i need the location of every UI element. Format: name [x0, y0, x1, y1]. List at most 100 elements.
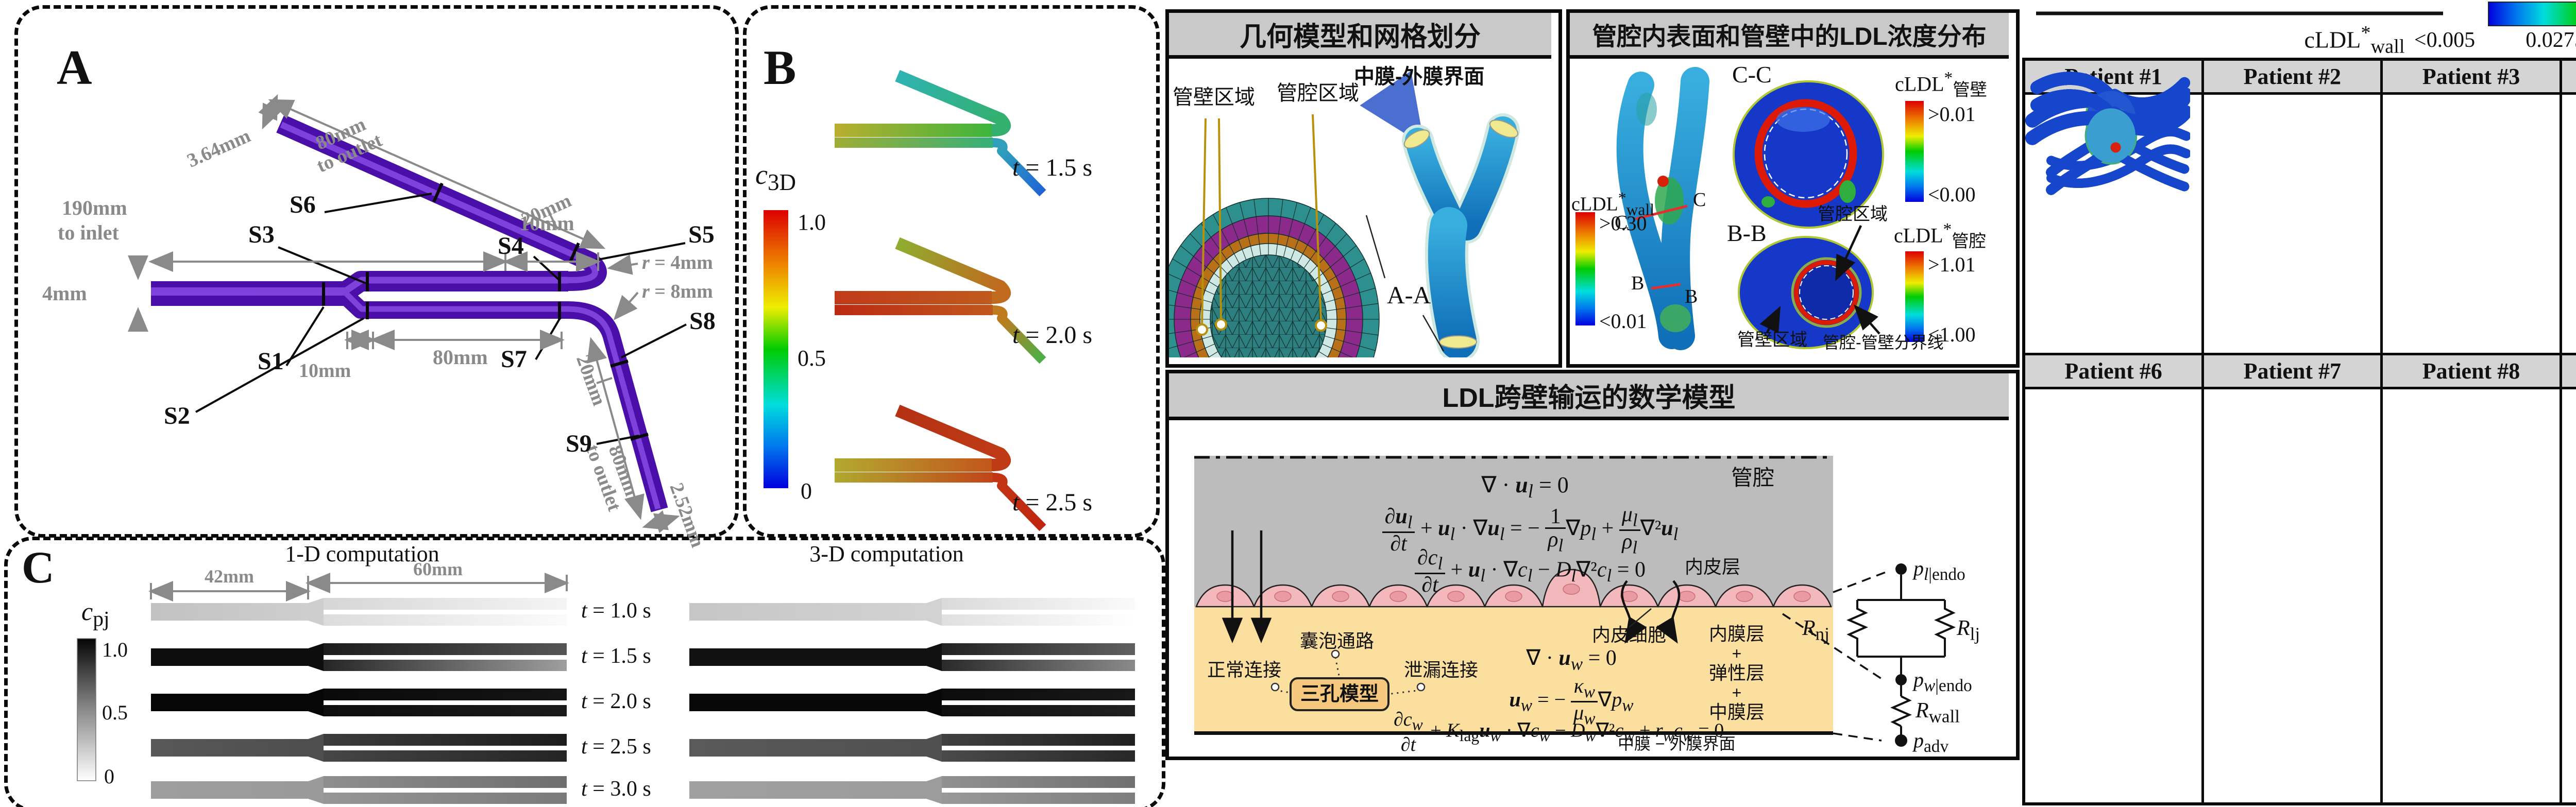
model-panel-graphics — [1194, 456, 1956, 747]
label-endo-cell: 内皮细胞 — [1592, 624, 1667, 645]
panel-c-label: C — [22, 543, 55, 593]
patients-cbar-mid: 0.0275 — [2526, 28, 2576, 52]
label-leaky-junction: 泄漏连接 — [1403, 659, 1478, 680]
ldl-panel-title: 管腔内表面和管壁中的LDL浓度分布 — [1570, 13, 2009, 59]
panel-b-tick-1: 1.0 — [798, 210, 826, 235]
dim-10mm-top: 10mm — [519, 212, 574, 235]
cbar-guanqiang-min: <1.00 — [1928, 323, 1976, 346]
b-snapshot-3 — [835, 404, 1046, 531]
panel-c-dimensions — [148, 573, 569, 602]
c-shape-d1-row3 — [151, 689, 567, 716]
label-r-lj: Rlj — [1957, 616, 1980, 644]
cut-letter-c1: C — [1615, 212, 1628, 233]
patient-header-3: Patient #3 — [2383, 61, 2562, 95]
panel-b-time-2: t = 2.0 s — [1012, 321, 1093, 349]
mesh-y-vessel — [1402, 113, 1520, 357]
eq-wall-3: ∂cw ∂t + Klaguw · ∇cw − Dw∇²cw + rwcw = 0 — [1391, 710, 1724, 755]
label-s2: S2 — [164, 402, 190, 430]
label-media-adventitia: 中膜 − 外膜界面 — [1618, 734, 1736, 753]
patient-cell-9 — [2030, 89, 2576, 802]
cbar-guanqiang-max: >1.01 — [1928, 253, 1976, 276]
cbar-guanbi-min: <0.00 — [1928, 183, 1976, 206]
c-shape-d3-row4 — [689, 734, 1135, 762]
dim-4mm: 4mm — [42, 282, 87, 305]
dim-r8mm: r = 8mm — [642, 281, 713, 302]
dim-r4mm: r = 4mm — [642, 252, 713, 273]
panel-c-shapes — [151, 598, 1135, 804]
panel-a-label: A — [57, 40, 92, 95]
label-section-cc: C-C — [1732, 61, 1772, 88]
label-s6: S6 — [290, 191, 316, 218]
label-s5: S5 — [688, 221, 715, 248]
panel-a-geometry — [128, 94, 687, 533]
ldl-section-cc — [1733, 80, 1884, 229]
panel-b-label: B — [764, 40, 796, 95]
ldl-panel-border — [1566, 9, 2020, 368]
patient-header-4: Patient #4 — [2562, 61, 2576, 95]
eq-wall-2: uw = − κw μw ∇pw — [1509, 674, 1634, 728]
label-vesicle-path: 囊泡通路 — [1299, 630, 1374, 651]
label-p-l-endo: pl|endo — [1913, 557, 1965, 584]
c-shape-d3-row1 — [689, 598, 1135, 626]
panel-c-time-5: t = 3.0 s — [581, 777, 651, 801]
label-plus1: + — [1732, 644, 1742, 663]
label-lumen-region: 管腔区域 — [1277, 82, 1359, 105]
label-section-aa: A-A — [1387, 282, 1431, 309]
label-three-pore: 三孔模型 — [1300, 683, 1379, 705]
c-shape-d1-row4 — [151, 734, 567, 762]
label-media: 中膜层 — [1708, 701, 1765, 723]
label-endo-layer: 内皮层 — [1685, 556, 1741, 577]
panel-b-cbar-title: c3D — [755, 159, 796, 195]
b-snapshot-2 — [835, 237, 1046, 364]
mesh-cross-section — [1169, 71, 1520, 357]
cbar-guanbi-title: cLDL*管壁 — [1895, 68, 1987, 100]
patients-cbar-min: <0.005 — [2414, 28, 2476, 52]
c-shape-d1-row5 — [151, 776, 567, 804]
patients-colorbar — [2488, 2, 2576, 26]
c-shape-d3-row5 — [689, 776, 1135, 804]
eq-lumen-3: ∂cl ∂t + ul · ∇cl − Dl∇²cl = 0 — [1350, 547, 1710, 596]
label-section-bb: B-B — [1727, 220, 1767, 246]
cbar-wall-min: <0.01 — [1599, 310, 1647, 333]
patient-cell-3 — [2030, 72, 2562, 355]
cbar-cldl-wall — [1575, 212, 1595, 325]
wall-region-fill — [1194, 607, 1833, 733]
label-s4: S4 — [498, 232, 524, 260]
c-shape-d3-row3 — [689, 689, 1135, 716]
panel-b-colorbar — [764, 210, 788, 488]
label-s8: S8 — [689, 307, 716, 335]
patient-cell-7 — [2030, 89, 2383, 802]
cbar-wall-max: >0.30 — [1599, 212, 1647, 235]
eq-wall-1: ∇ · uw = 0 — [1526, 646, 1617, 674]
panel-b-time-1: t = 1.5 s — [1012, 154, 1093, 181]
label-interface: 中膜-外膜界面 — [1354, 65, 1485, 88]
cut-letter-b2: B — [1685, 286, 1698, 307]
cbar-guanbi-max: >0.01 — [1928, 102, 1976, 126]
panel-c-tick-1: 1.0 — [102, 638, 128, 661]
label-intima: 内膜层 — [1708, 623, 1765, 644]
label-boundary-bb: 管腔-管壁分界线 — [1823, 333, 1944, 352]
dim-10mm-bottom: 10mm — [299, 360, 351, 382]
panel-b-time-3: t = 2.5 s — [1012, 489, 1093, 516]
ldl-vessel-3d — [1616, 67, 1709, 350]
patient-header-2: Patient #2 — [2204, 61, 2383, 95]
patient-header-7: Patient #7 — [2204, 355, 2383, 389]
patients-colorbar-area — [2036, 2, 2576, 26]
panel-c-col1-title: 1-D computation — [285, 541, 439, 566]
mesh-label-pins — [1196, 114, 1327, 336]
dim-80mm: 80mm — [433, 346, 488, 369]
mesh-panel-title: 几何模型和网格划分 — [1169, 13, 1551, 59]
label-s7: S7 — [501, 346, 527, 373]
panel-c-dim-42mm: 42mm — [205, 566, 254, 587]
dim-to-inlet: to inlet — [58, 221, 119, 244]
cbar-cldl-guanbi — [1905, 101, 1924, 202]
vessel-image — [2030, 89, 2190, 195]
cbar-cldl-guanqiang — [1905, 251, 1924, 342]
lumen-region-fill — [1194, 456, 1833, 607]
cut-letter-b1: B — [1631, 272, 1645, 294]
label-r-nj: Rnj — [1802, 616, 1829, 644]
patient-header-9: Patient #9 — [2562, 355, 2576, 389]
resistance-circuit — [1846, 575, 1956, 736]
panel-c-time-4: t = 2.5 s — [581, 735, 651, 759]
